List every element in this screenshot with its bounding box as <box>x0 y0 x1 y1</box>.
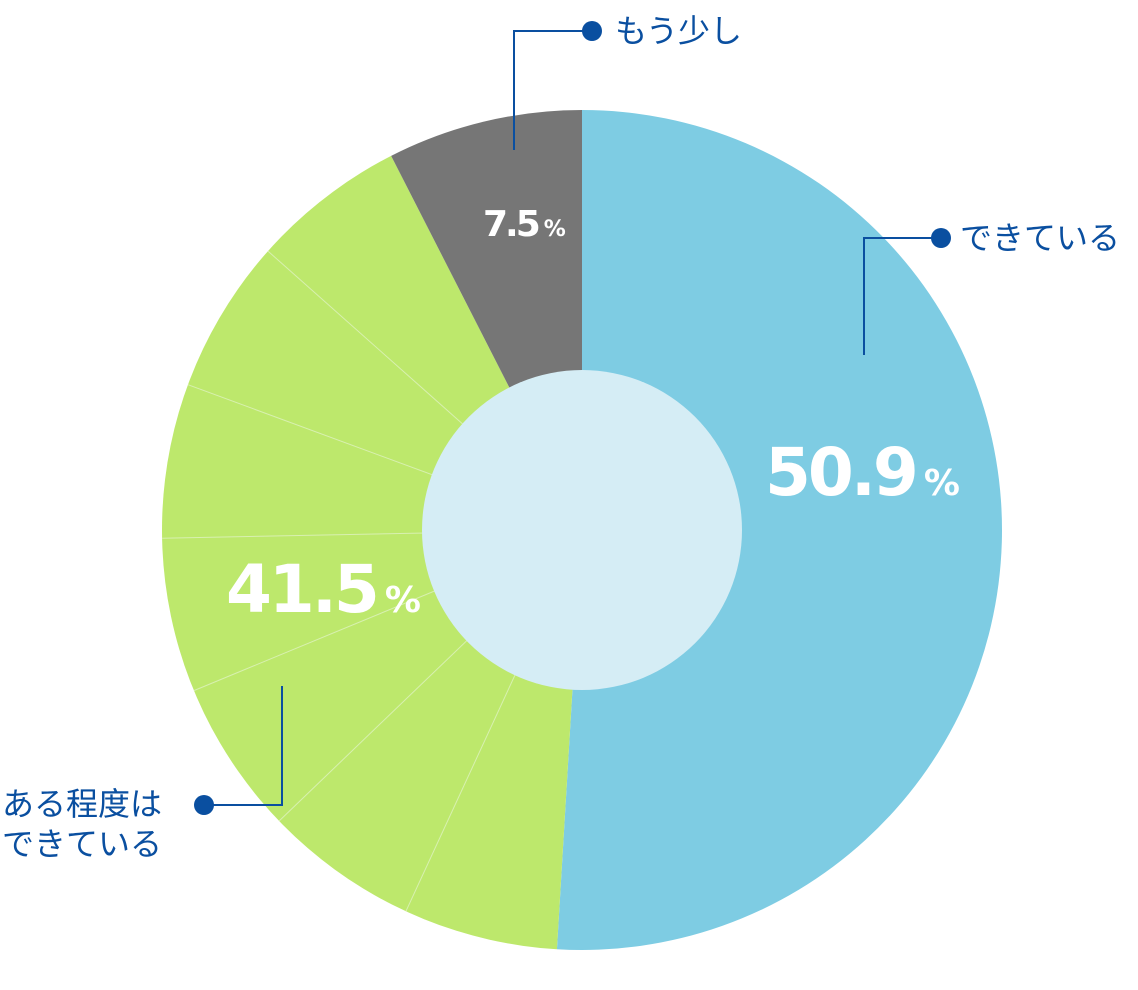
slice-0 <box>556 110 1002 950</box>
legend-label-dekiteiru: できている <box>960 219 1120 257</box>
donut-hole <box>422 370 742 690</box>
slices <box>162 110 1002 950</box>
legend-label-aru-teido-line1: ある程度は <box>2 785 162 823</box>
slice-1 <box>162 155 583 950</box>
data-label-dekiteiru: 50.9% <box>765 434 959 511</box>
legend-label-mou-sukoshi: もう少し <box>615 12 742 50</box>
legend-label-aru-teido-line2: できている <box>2 825 162 863</box>
leader-mou-sukoshi <box>513 21 602 150</box>
leader-dekiteiru <box>863 228 951 355</box>
data-label-aru-teido: 41.5% <box>226 551 420 628</box>
leader-aru-teido <box>194 686 283 815</box>
